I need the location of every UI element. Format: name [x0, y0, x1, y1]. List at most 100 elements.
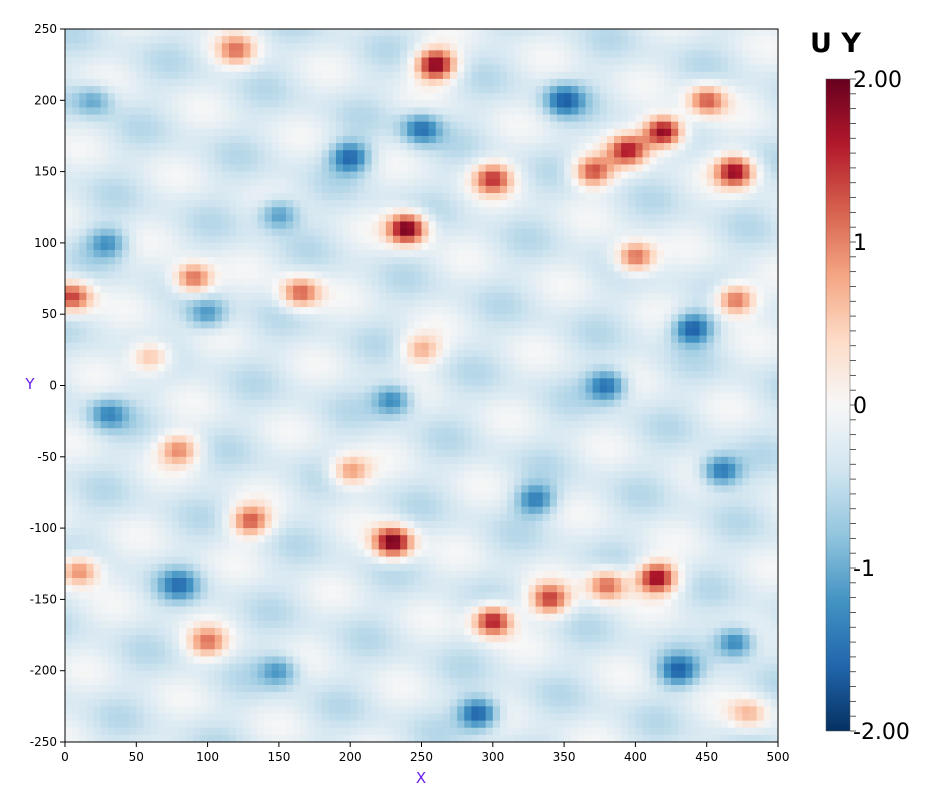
heatmap-cell: [599, 328, 608, 337]
heatmap-cell: [300, 235, 309, 244]
heatmap-cell: [692, 78, 701, 87]
heatmap-cell: [385, 135, 394, 144]
heatmap-cell: [635, 171, 644, 180]
heatmap-cell: [407, 71, 415, 80]
heatmap-cell: [728, 143, 736, 151]
heatmap-cell: [435, 285, 444, 294]
heatmap-cell: [328, 100, 337, 109]
heatmap-cell: [578, 207, 587, 215]
heatmap-cell: [378, 321, 387, 330]
heatmap-cell: [685, 150, 694, 158]
heatmap-cell: [549, 335, 558, 344]
heatmap-cell: [400, 78, 408, 87]
heatmap-cell: [392, 86, 401, 94]
heatmap-cell: [435, 278, 444, 287]
heatmap-cell: [171, 235, 180, 244]
heatmap-cell: [414, 100, 423, 109]
heatmap-cell: [122, 228, 130, 237]
heatmap-cell: [713, 185, 722, 194]
heatmap-cell: [207, 121, 216, 130]
heatmap-cell: [357, 200, 366, 208]
heatmap-cell: [271, 178, 280, 187]
heatmap-cell: [706, 356, 715, 365]
heatmap-cell: [72, 157, 80, 166]
heatmap-cell: [314, 328, 323, 337]
heatmap-cell: [129, 264, 137, 273]
heatmap-cell: [378, 228, 387, 237]
heatmap-cell: [79, 299, 87, 308]
heatmap-cell: [499, 299, 508, 308]
heatmap-cell: [378, 100, 387, 109]
heatmap-cell: [286, 364, 294, 372]
heatmap-cell: [107, 250, 116, 258]
heatmap-cell: [200, 278, 209, 287]
heatmap-cell: [749, 171, 758, 180]
plot-area: [64, 28, 779, 743]
heatmap-cell: [485, 349, 494, 358]
heatmap-cell: [335, 57, 344, 66]
heatmap-cell: [143, 29, 152, 37]
heatmap-cell: [93, 164, 102, 173]
heatmap-cell: [706, 171, 715, 180]
heatmap-cell: [485, 292, 494, 301]
heatmap-cell: [592, 93, 601, 101]
heatmap-cell: [314, 36, 323, 44]
heatmap-cell: [706, 114, 715, 123]
heatmap-cell: [257, 93, 266, 101]
heatmap-cell: [93, 57, 102, 66]
heatmap-cell: [614, 192, 622, 201]
heatmap-cell: [728, 93, 736, 101]
heatmap-cell: [728, 257, 736, 265]
heatmap-cell: [264, 349, 273, 358]
heatmap-cell: [107, 157, 116, 166]
heatmap-cell: [621, 135, 629, 144]
heatmap-cell: [150, 178, 159, 187]
heatmap-cell: [728, 299, 736, 308]
heatmap-cell: [763, 121, 772, 130]
heatmap-cell: [257, 307, 266, 315]
heatmap-cell: [157, 164, 166, 173]
heatmap-cell: [671, 150, 679, 158]
heatmap-cell: [699, 178, 708, 187]
heatmap-cell: [499, 78, 508, 87]
heatmap-cell: [150, 71, 159, 80]
heatmap-cell: [770, 157, 778, 166]
heatmap-cell: [300, 121, 309, 130]
heatmap-cell: [407, 342, 415, 351]
heatmap-cell: [706, 192, 715, 201]
heatmap-cell: [542, 235, 551, 244]
heatmap-cell: [735, 128, 743, 137]
heatmap-cell: [157, 228, 166, 237]
heatmap-cell: [250, 242, 259, 251]
heatmap-cell: [542, 371, 551, 379]
heatmap-cell: [692, 164, 701, 173]
heatmap-cell: [728, 250, 736, 258]
heatmap-cell: [556, 271, 565, 280]
heatmap-cell: [735, 314, 743, 322]
heatmap-cell: [314, 164, 323, 173]
heatmap-cell: [492, 78, 501, 87]
heatmap-cell: [371, 121, 380, 130]
heatmap-cell: [428, 264, 437, 273]
heatmap-cell: [400, 143, 408, 151]
heatmap-cell: [79, 178, 87, 187]
heatmap-cell: [457, 378, 465, 387]
heatmap-cell: [521, 57, 530, 66]
heatmap-cell: [79, 50, 87, 59]
heatmap-cell: [528, 314, 537, 322]
heatmap-cell: [343, 228, 351, 237]
heatmap-cell: [756, 200, 765, 208]
heatmap-cell: [414, 128, 423, 137]
heatmap-cell: [228, 185, 237, 194]
heatmap-cell: [485, 121, 494, 130]
heatmap-cell: [763, 271, 772, 280]
heatmap-cell: [614, 285, 622, 294]
heatmap-cell: [656, 64, 665, 73]
heatmap-cell: [478, 78, 487, 87]
heatmap-cell: [592, 64, 601, 73]
heatmap-cell: [742, 285, 751, 294]
heatmap-cell: [606, 335, 615, 344]
heatmap-cell: [143, 242, 152, 251]
heatmap-cell: [278, 100, 287, 109]
heatmap-cell: [471, 150, 480, 158]
